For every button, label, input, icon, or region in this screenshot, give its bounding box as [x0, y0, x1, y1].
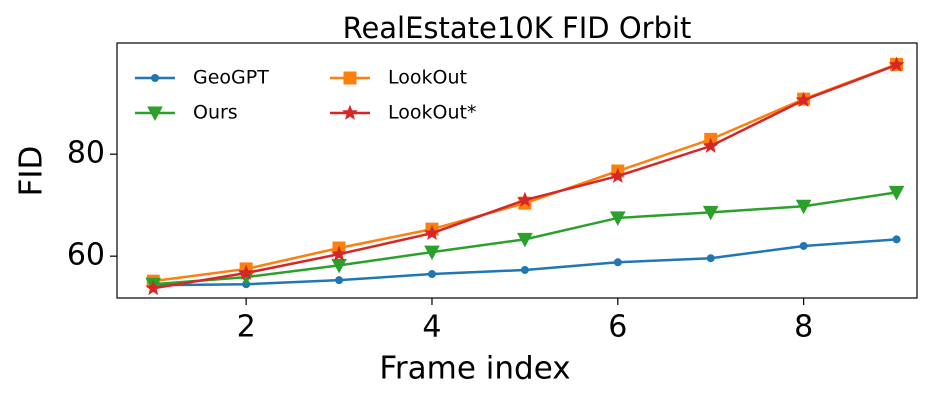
marker	[613, 258, 622, 267]
legend-label: LookOut*	[388, 102, 476, 124]
marker	[151, 74, 159, 82]
x-tick-label: 6	[608, 310, 627, 345]
y-tick-label: 60	[67, 238, 105, 273]
marker	[343, 71, 357, 85]
series	[145, 56, 905, 296]
marker	[609, 167, 626, 183]
series-line	[153, 63, 898, 290]
marker	[888, 185, 905, 201]
y-tick-label: 80	[67, 136, 105, 171]
marker	[706, 254, 715, 263]
marker	[331, 258, 347, 274]
marker	[335, 276, 344, 285]
legend-label: Ours	[193, 102, 238, 124]
marker	[424, 245, 440, 261]
legend: GeoGPT LookOut Ours LookOut*	[135, 67, 476, 124]
marker	[423, 224, 440, 241]
marker	[147, 106, 163, 122]
marker	[341, 104, 359, 120]
marker	[517, 232, 533, 248]
marker	[892, 235, 901, 244]
x-axis-label: Frame index	[379, 351, 570, 387]
x-tick-label: 2	[237, 310, 256, 345]
y-axis-label: FID	[14, 146, 50, 197]
x-tick-label: 8	[794, 310, 813, 345]
marker	[516, 191, 533, 207]
series	[145, 185, 905, 293]
marker	[799, 241, 808, 250]
marker	[702, 205, 719, 221]
marker	[145, 279, 162, 296]
marker	[888, 56, 905, 72]
legend-label: LookOut	[388, 67, 467, 89]
marker	[520, 265, 529, 274]
marker	[795, 91, 812, 107]
chart-title: RealEstate10K FID Orbit	[343, 11, 692, 45]
marker	[702, 137, 719, 153]
marker	[609, 211, 626, 226]
x-tick-label: 4	[422, 310, 441, 345]
marker	[427, 270, 436, 279]
legend-label: GeoGPT	[193, 67, 269, 89]
marker	[795, 199, 812, 215]
marker	[331, 245, 348, 261]
series	[146, 57, 904, 288]
marker	[238, 264, 255, 280]
plot-frame	[116, 42, 918, 299]
